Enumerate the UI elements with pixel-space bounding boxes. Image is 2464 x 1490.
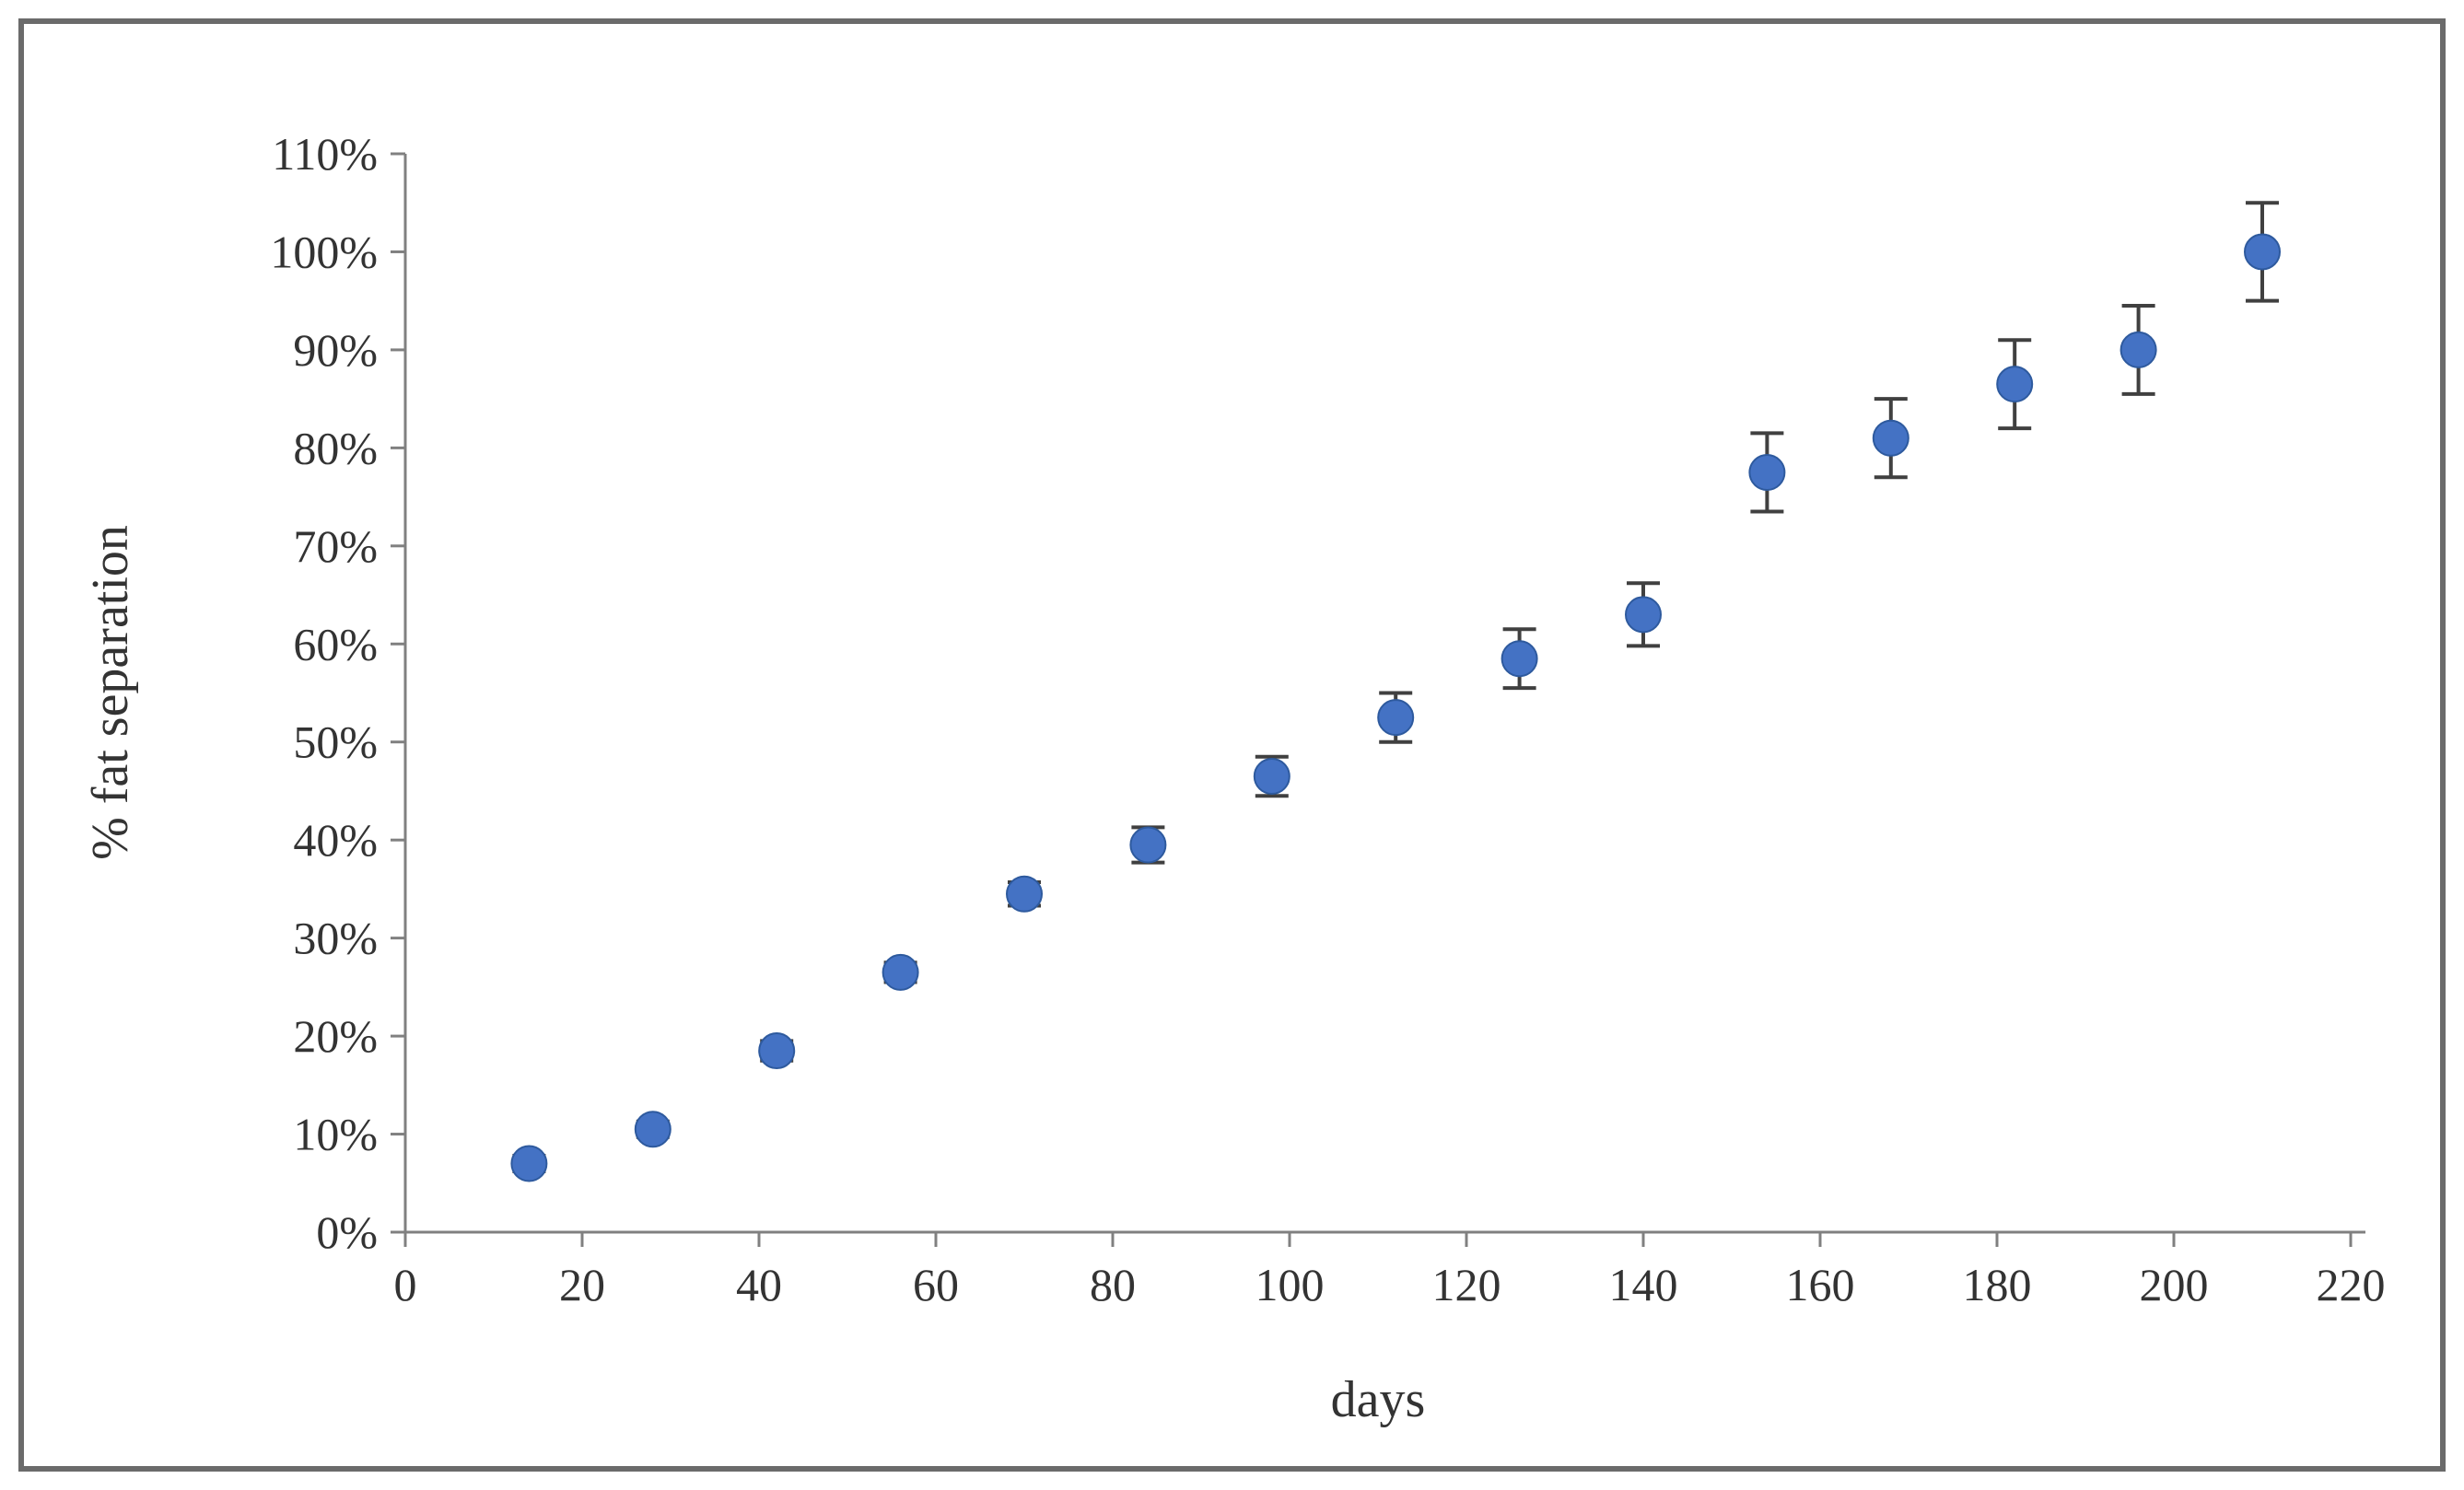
y-tick-label: 50% [293,716,378,768]
y-tick-label: 20% [293,1010,378,1062]
y-tick-label: 110% [272,128,378,180]
data-point [758,1032,796,1070]
x-tick-label: 180 [1963,1259,2032,1310]
x-tick-label: 140 [1609,1259,1678,1310]
data-point [1253,757,1290,795]
x-tick-label: 200 [2140,1259,2209,1310]
y-tick-label: 70% [293,520,378,572]
y-tick-label: 30% [293,913,378,964]
chart-frame: days % fat separation 0 20 40 60 80 100 120 140… [18,18,2446,1472]
data-point [1748,453,1786,491]
x-tick-label: 100 [1255,1259,1325,1310]
y-tick-label: 40% [293,814,378,866]
x-tick-label: 220 [2317,1259,2386,1310]
data-point [2120,331,2157,368]
data-point [1501,640,1538,678]
data-point [510,1145,548,1182]
y-tick-label: 60% [293,618,378,669]
data-point [1006,875,1043,913]
data-point [1129,826,1167,864]
y-tick-label: 10% [293,1109,378,1160]
x-tick-label: 20 [559,1259,605,1310]
data-point [1872,419,1909,457]
x-tick-label: 60 [913,1259,959,1310]
x-tick-label: 0 [394,1259,417,1310]
x-tick-label: 120 [1432,1259,1501,1310]
x-tick-label: 40 [736,1259,782,1310]
data-point [2244,233,2281,271]
scatter-chart: days % fat separation 0 20 40 60 80 100 120 140… [82,128,2386,1428]
data-point [882,953,919,991]
x-tick-label: 160 [1786,1259,1855,1310]
data-point [634,1111,671,1148]
data-point [1996,366,2034,403]
y-tick-label: 90% [293,324,378,376]
y-tick-label: 100% [270,226,378,277]
y-tick-label: 80% [293,422,378,473]
data-point [1625,596,1662,634]
y-tick-label: 0% [316,1206,378,1258]
x-tick-label: 80 [1090,1259,1136,1310]
x-axis-title: days [1331,1371,1426,1428]
data-point [1377,699,1415,737]
y-axis-title: % fat separation [82,525,139,860]
